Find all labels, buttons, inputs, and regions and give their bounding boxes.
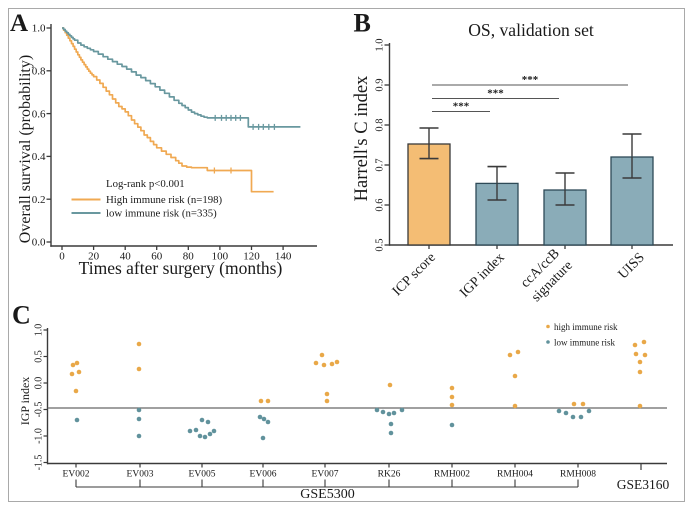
svg-text:Log-rank p<0.001: Log-rank p<0.001 xyxy=(106,178,185,190)
svg-text:0.0: 0.0 xyxy=(33,377,44,390)
svg-text:IGP index: IGP index xyxy=(457,250,508,301)
svg-text:low immune risk: low immune risk xyxy=(554,338,615,348)
svg-text:UISS: UISS xyxy=(616,250,648,282)
svg-text:100: 100 xyxy=(212,251,229,263)
svg-text:IGP index: IGP index xyxy=(18,377,32,426)
svg-text:A: A xyxy=(10,10,28,37)
svg-text:***: *** xyxy=(522,74,539,86)
svg-text:RMH004: RMH004 xyxy=(497,470,533,480)
svg-text:Times after surgery (months): Times after surgery (months) xyxy=(79,258,283,278)
svg-text:EV007: EV007 xyxy=(312,470,339,480)
svg-text:1.0: 1.0 xyxy=(33,324,44,337)
svg-text:High immune risk (n=198): High immune risk (n=198) xyxy=(106,194,223,206)
svg-text:0.8: 0.8 xyxy=(32,66,46,78)
svg-text:0.8: 0.8 xyxy=(375,118,386,131)
svg-text:0.9: 0.9 xyxy=(375,78,386,91)
svg-text:***: *** xyxy=(453,101,470,113)
svg-text:120: 120 xyxy=(243,251,260,263)
svg-text:-1.5: -1.5 xyxy=(33,455,44,471)
svg-text:0.0: 0.0 xyxy=(32,237,46,249)
svg-text:80: 80 xyxy=(183,251,195,263)
svg-text:0.6: 0.6 xyxy=(32,108,46,120)
svg-text:-0.5: -0.5 xyxy=(33,402,44,418)
svg-text:RMH008: RMH008 xyxy=(560,470,596,480)
svg-text:EV003: EV003 xyxy=(127,470,154,480)
svg-text:RK26: RK26 xyxy=(378,470,401,480)
svg-text:Overall survival (probability): Overall survival (probability) xyxy=(17,55,34,243)
svg-text:60: 60 xyxy=(151,251,163,263)
svg-text:0: 0 xyxy=(59,251,65,263)
svg-text:1.0: 1.0 xyxy=(32,23,46,35)
svg-text:C: C xyxy=(12,301,31,330)
svg-text:EV002: EV002 xyxy=(63,470,90,480)
svg-text:ICP score: ICP score xyxy=(390,250,439,299)
svg-text:0.4: 0.4 xyxy=(32,151,46,163)
svg-text:1.0: 1.0 xyxy=(375,38,386,51)
svg-text:20: 20 xyxy=(88,251,100,263)
svg-text:EV006: EV006 xyxy=(250,470,277,480)
svg-text:RMH002: RMH002 xyxy=(434,470,470,480)
svg-text:40: 40 xyxy=(120,251,132,263)
svg-text:-1.0: -1.0 xyxy=(33,428,44,444)
svg-text:low immune risk (n=335): low immune risk (n=335) xyxy=(106,208,217,220)
svg-text:0.6: 0.6 xyxy=(375,198,386,211)
svg-text:0.7: 0.7 xyxy=(375,158,386,171)
svg-text:Harrell's C index: Harrell's C index xyxy=(352,75,372,201)
svg-text:***: *** xyxy=(487,88,504,100)
svg-text:EV005: EV005 xyxy=(189,470,216,480)
svg-text:0.2: 0.2 xyxy=(32,194,46,206)
svg-text:GSE5300: GSE5300 xyxy=(300,487,354,502)
svg-text:GSE3160: GSE3160 xyxy=(617,477,670,492)
svg-text:OS, validation set: OS, validation set xyxy=(468,20,594,40)
svg-text:B: B xyxy=(354,9,371,38)
svg-text:0.5: 0.5 xyxy=(33,350,44,363)
svg-text:140: 140 xyxy=(275,251,292,263)
svg-text:0.5: 0.5 xyxy=(375,238,386,251)
svg-text:high immune risk: high immune risk xyxy=(554,322,618,332)
